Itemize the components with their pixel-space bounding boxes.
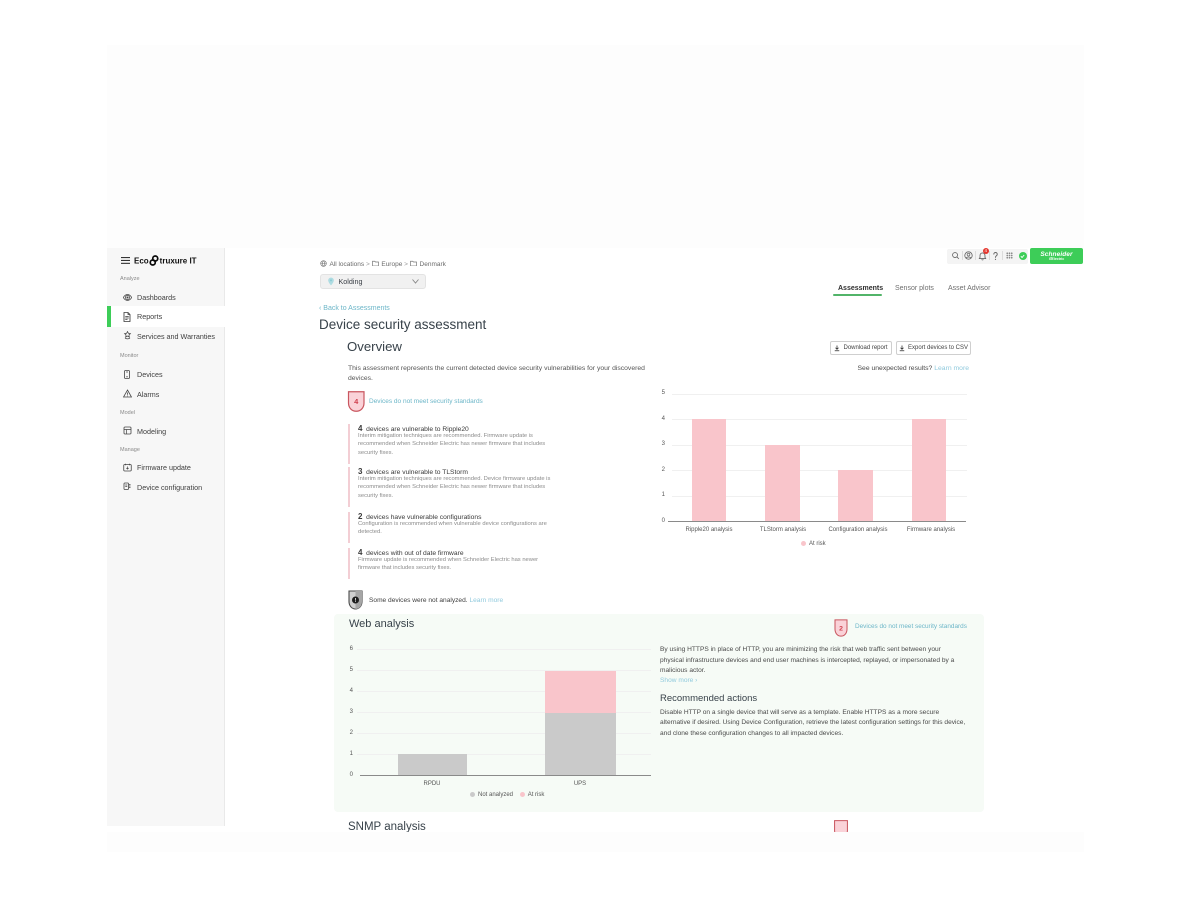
svg-text:2: 2 bbox=[839, 625, 843, 632]
svg-text:!: ! bbox=[355, 598, 357, 604]
svg-text:4: 4 bbox=[354, 397, 359, 406]
